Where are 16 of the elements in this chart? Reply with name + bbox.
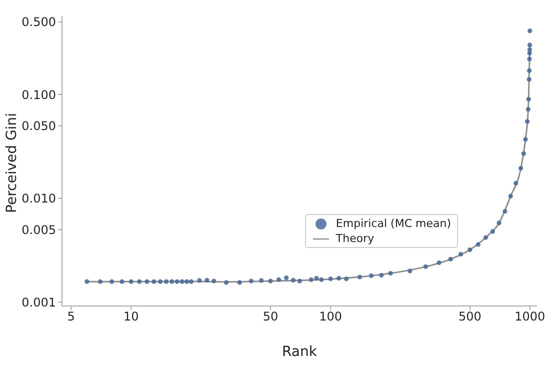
x-tick-label: 100 xyxy=(319,310,342,324)
x-tick-label: 500 xyxy=(458,310,482,324)
y-tick-label: 0.001 xyxy=(22,296,56,310)
x-tick-label: 5 xyxy=(67,310,75,324)
y-tick-label: 0.005 xyxy=(22,222,56,237)
x-tick-label: 50 xyxy=(262,310,278,324)
y-tick-label: 0.500 xyxy=(22,15,56,30)
y-axis-title: Perceived Gini xyxy=(4,113,20,213)
x-axis-title: Rank xyxy=(282,344,318,360)
x-tick-label: 1000 xyxy=(514,310,546,324)
y-tick-label: 0.010 xyxy=(22,192,56,206)
x-tick-label: 10 xyxy=(124,310,139,324)
legend-label: Empirical (MC mean) xyxy=(336,217,451,230)
y-tick-label: 0.100 xyxy=(22,88,56,102)
legend-label: Theory xyxy=(336,232,374,245)
y-tick-label: 0.050 xyxy=(22,119,56,134)
